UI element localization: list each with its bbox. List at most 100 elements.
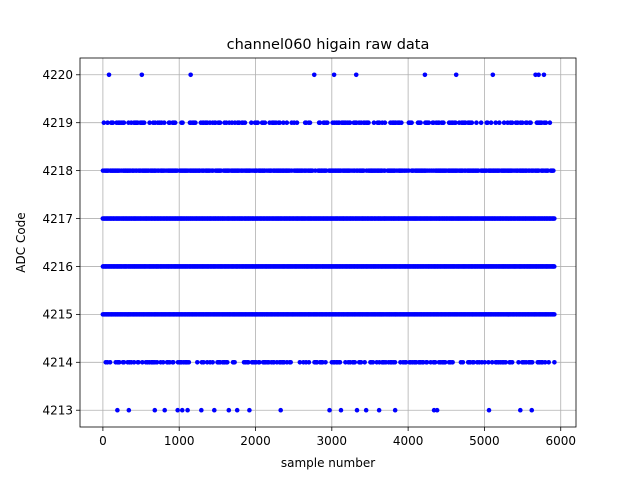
- data-point: [121, 120, 127, 125]
- data-point: [201, 360, 206, 365]
- data-point: [195, 360, 200, 365]
- data-point: [399, 120, 404, 125]
- data-point: [528, 120, 533, 125]
- y-tick-label: 4214: [42, 356, 73, 370]
- data-point: [172, 120, 178, 125]
- data-points: [100, 72, 557, 413]
- data-point: [294, 120, 300, 125]
- data-point: [403, 360, 409, 365]
- data-point: [185, 407, 190, 413]
- data-point: [226, 407, 232, 413]
- data-point: [460, 360, 466, 365]
- data-point: [493, 120, 498, 125]
- data-point: [317, 120, 323, 125]
- data-point: [529, 407, 535, 413]
- data-point: [347, 120, 353, 125]
- data-point: [486, 360, 491, 365]
- data-point: [486, 407, 492, 413]
- data-point: [371, 120, 377, 125]
- x-tick-label: 2000: [240, 434, 271, 448]
- data-point: [520, 120, 525, 125]
- data-point: [392, 407, 398, 413]
- y-tick-label: 4218: [42, 164, 73, 178]
- data-point: [139, 72, 145, 78]
- x-tick-label: 3000: [317, 434, 348, 448]
- data-point: [366, 120, 371, 125]
- data-point: [382, 120, 388, 125]
- data-point: [152, 407, 158, 413]
- data-point: [376, 407, 382, 413]
- data-point: [450, 360, 455, 365]
- data-point: [262, 120, 268, 125]
- data-point: [188, 72, 193, 78]
- data-point: [509, 360, 515, 365]
- data-point: [257, 360, 262, 365]
- data-point: [552, 360, 557, 365]
- data-point: [353, 72, 359, 78]
- data-point: [392, 360, 398, 365]
- data-point: [311, 72, 317, 78]
- data-point: [469, 120, 475, 125]
- data-point: [358, 360, 364, 365]
- data-point: [199, 407, 204, 413]
- data-point: [541, 72, 547, 78]
- data-point: [485, 120, 490, 125]
- y-tick-label: 4215: [42, 308, 73, 322]
- data-point: [278, 407, 283, 413]
- data-point: [232, 360, 237, 365]
- data-point: [180, 120, 185, 125]
- data-point: [409, 120, 414, 125]
- x-axis-ticks: 0 1000 2000 3000 4000 5000 6000: [99, 427, 576, 448]
- data-point: [488, 120, 494, 125]
- y-axis-ticks: 4213 4214 4215 4216 4217 4218 4219 4220: [42, 68, 80, 418]
- data-point: [542, 360, 548, 365]
- data-point: [501, 120, 507, 125]
- data-point: [186, 360, 192, 365]
- data-point: [426, 120, 432, 125]
- data-point: [551, 264, 557, 269]
- data-point: [362, 360, 368, 365]
- data-point: [370, 360, 376, 365]
- data-point: [503, 360, 509, 365]
- data-point: [307, 120, 313, 125]
- data-point: [288, 360, 293, 365]
- data-point: [247, 407, 252, 413]
- data-point: [242, 120, 248, 125]
- data-point: [482, 360, 487, 365]
- y-axis-label: ADC Code: [14, 212, 28, 272]
- data-point: [424, 360, 430, 365]
- y-tick-label: 4213: [42, 404, 73, 418]
- y-tick-label: 4217: [42, 212, 73, 226]
- data-point: [249, 120, 254, 125]
- data-point: [546, 360, 552, 365]
- data-point: [442, 360, 448, 365]
- data-point: [422, 72, 428, 78]
- chart-title: channel060 higain raw data: [227, 37, 430, 53]
- data-point: [552, 216, 557, 221]
- data-point: [327, 407, 332, 413]
- data-point: [551, 168, 556, 173]
- data-point: [354, 407, 360, 413]
- data-point: [281, 120, 286, 125]
- data-point: [441, 120, 446, 125]
- data-point: [141, 120, 147, 125]
- data-point: [126, 407, 132, 413]
- data-point: [117, 360, 122, 365]
- data-point: [105, 120, 110, 125]
- data-point: [193, 120, 198, 125]
- y-tick-label: 4220: [42, 68, 73, 82]
- y-tick-label: 4216: [42, 260, 73, 274]
- data-point: [147, 120, 152, 125]
- data-point: [529, 360, 535, 365]
- data-point: [234, 407, 240, 413]
- data-point: [277, 120, 283, 125]
- data-point: [331, 72, 337, 78]
- data-point: [490, 72, 496, 78]
- data-point: [106, 72, 112, 78]
- y-tick-label: 4219: [42, 116, 73, 130]
- data-point: [338, 407, 344, 413]
- x-tick-label: 1000: [164, 434, 195, 448]
- data-point: [110, 120, 116, 125]
- data-point: [434, 407, 440, 413]
- data-point: [131, 360, 137, 365]
